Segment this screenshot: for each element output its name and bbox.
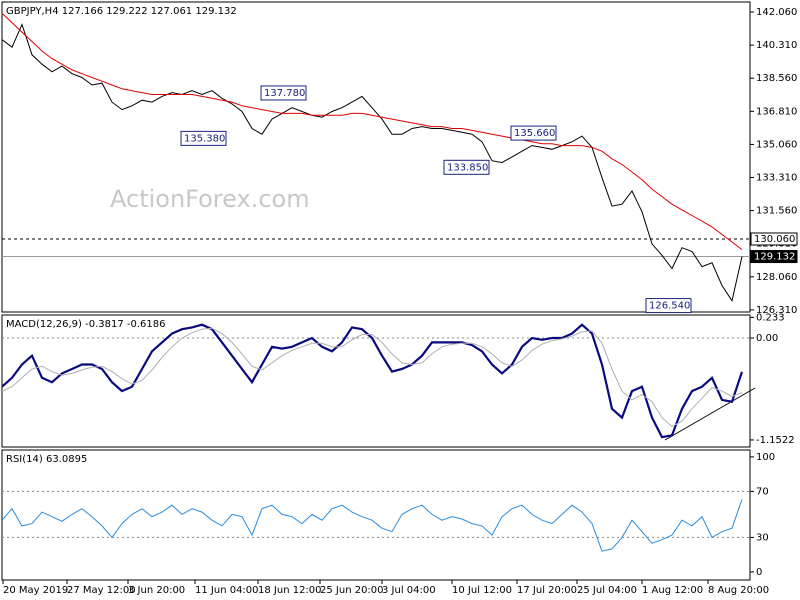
annotation-box <box>510 125 557 141</box>
y-tick-label: 138.560 <box>756 73 797 84</box>
x-tick-label: 27 May 12:00 <box>67 585 136 596</box>
annotation-box <box>180 130 227 146</box>
y-tick-label: 0 <box>756 567 762 578</box>
series-line <box>1 499 743 552</box>
series-line <box>1 12 743 250</box>
price-level-label: 129.132 <box>754 252 795 263</box>
y-tick-label: 136.810 <box>756 106 797 117</box>
y-tick-label: 30 <box>756 532 769 543</box>
panel-title: MACD(12,26,9) -0.3817 -0.6186 <box>6 319 166 330</box>
x-tick-label: 3 Jun 20:00 <box>128 585 185 596</box>
y-tick-label: 0.00 <box>756 333 778 344</box>
y-tick-label: 100 <box>756 452 775 463</box>
y-tick-label: 70 <box>756 486 769 497</box>
annotation-box <box>443 159 490 175</box>
y-tick-label: 140.310 <box>756 40 797 51</box>
x-tick-label: 3 Jul 04:00 <box>382 585 436 596</box>
panel-title: GBPJPY,H4 127.166 129.222 127.061 129.13… <box>6 6 237 17</box>
y-tick-label: 0.233 <box>756 312 785 323</box>
panel-frame <box>1 449 751 581</box>
panel-frame <box>1 1 751 313</box>
x-tick-label: 20 May 2019 <box>3 585 68 596</box>
annotation-label: 135.380 <box>184 133 225 144</box>
price-level-box <box>750 232 798 246</box>
y-tick-label: -1.1522 <box>756 435 795 446</box>
price-level-label: 130.060 <box>754 234 795 245</box>
y-tick-label: 131.560 <box>756 206 797 217</box>
y-tick-label: 128.060 <box>756 272 797 283</box>
y-tick-label: 142.060 <box>756 7 797 18</box>
x-tick-label: 25 Jul 04:00 <box>577 585 637 596</box>
annotation-label: 133.850 <box>447 162 488 173</box>
panel-title: RSI(14) 63.0895 <box>6 454 87 465</box>
annotation-label: 126.540 <box>649 301 690 312</box>
series-line <box>1 23 743 302</box>
x-tick-label: 1 Aug 12:00 <box>642 585 703 596</box>
annotation-box <box>645 298 692 314</box>
trend-line <box>664 387 756 441</box>
x-tick-label: 18 Jun 12:00 <box>258 585 322 596</box>
series-line <box>1 323 744 439</box>
watermark: ActionForex.com <box>110 185 310 213</box>
y-tick-label: 133.310 <box>756 173 797 184</box>
panel-frame <box>1 314 751 448</box>
x-tick-label: 8 Aug 20:00 <box>708 585 769 596</box>
x-tick-label: 25 Jun 20:00 <box>320 585 384 596</box>
annotation-label: 137.780 <box>264 88 305 99</box>
series-line <box>1 327 743 428</box>
annotation-label: 135.660 <box>514 128 555 139</box>
x-tick-label: 11 Jun 04:00 <box>195 585 259 596</box>
annotation-box <box>260 85 307 101</box>
y-tick-label: 126.310 <box>756 305 797 316</box>
price-level-box <box>750 250 798 264</box>
y-tick-label: 135.060 <box>756 139 797 150</box>
x-tick-label: 17 Jul 20:00 <box>517 585 577 596</box>
x-tick-label: 10 Jul 12:00 <box>452 585 512 596</box>
